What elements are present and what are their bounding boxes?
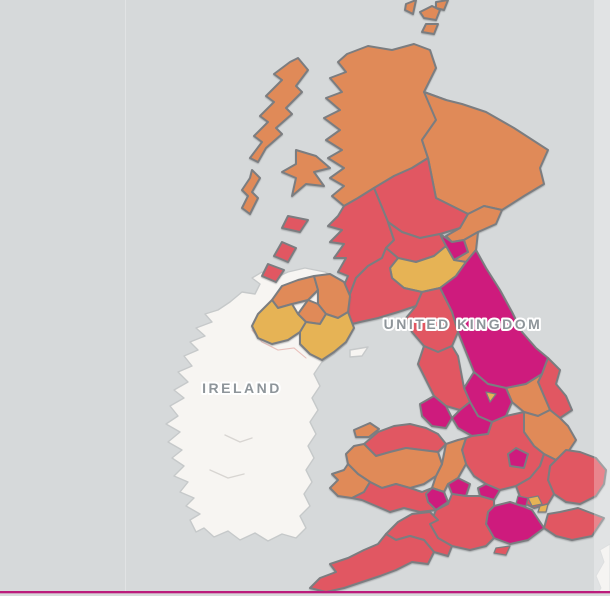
region-anglesey[interactable] xyxy=(353,422,380,438)
northern-ireland-regions xyxy=(251,273,355,361)
region-orkney-1[interactable] xyxy=(419,5,441,21)
region-jura[interactable] xyxy=(273,241,297,263)
region-shetland-2[interactable] xyxy=(435,0,449,11)
region-pembrokeshire[interactable] xyxy=(329,463,371,499)
tile-seam xyxy=(594,0,610,591)
isle-of-man-shape[interactable] xyxy=(349,346,369,358)
united-kingdom-label: UNITED KINGDOM xyxy=(384,316,543,332)
region-skye[interactable] xyxy=(281,149,331,197)
bottom-accent-bar xyxy=(0,591,610,594)
region-ni-south[interactable] xyxy=(299,311,355,361)
france-coast-shape xyxy=(595,543,610,596)
region-east-midlands[interactable] xyxy=(461,411,545,491)
region-shetland-1[interactable] xyxy=(404,0,417,15)
footer-strip xyxy=(0,593,610,596)
region-nottingham[interactable] xyxy=(507,447,529,469)
region-grampian[interactable] xyxy=(421,91,549,215)
region-uist[interactable] xyxy=(241,169,261,215)
region-london-east[interactable] xyxy=(537,503,549,513)
region-lewis[interactable] xyxy=(249,57,309,163)
region-london-mid[interactable] xyxy=(527,495,543,507)
region-isle-of-wight[interactable] xyxy=(493,545,511,556)
region-cardiff[interactable] xyxy=(425,487,449,511)
ireland-label: IRELAND xyxy=(202,380,282,396)
region-islay[interactable] xyxy=(261,263,285,283)
region-devon-cornwall[interactable] xyxy=(309,533,435,593)
region-kent[interactable] xyxy=(543,507,605,541)
region-merseyside[interactable] xyxy=(419,395,453,429)
region-wales-mid[interactable] xyxy=(345,443,443,489)
region-london-west[interactable] xyxy=(515,495,529,507)
region-mull[interactable] xyxy=(281,215,309,233)
river-line xyxy=(224,434,253,443)
great-britain-regions xyxy=(241,0,607,593)
region-ni-west[interactable] xyxy=(251,299,307,345)
river-line xyxy=(209,469,245,479)
region-orkney-2[interactable] xyxy=(421,23,439,35)
region-north-yorkshire[interactable] xyxy=(505,373,551,417)
tile-seam xyxy=(125,0,126,591)
region-leeds-speck[interactable] xyxy=(485,391,497,403)
